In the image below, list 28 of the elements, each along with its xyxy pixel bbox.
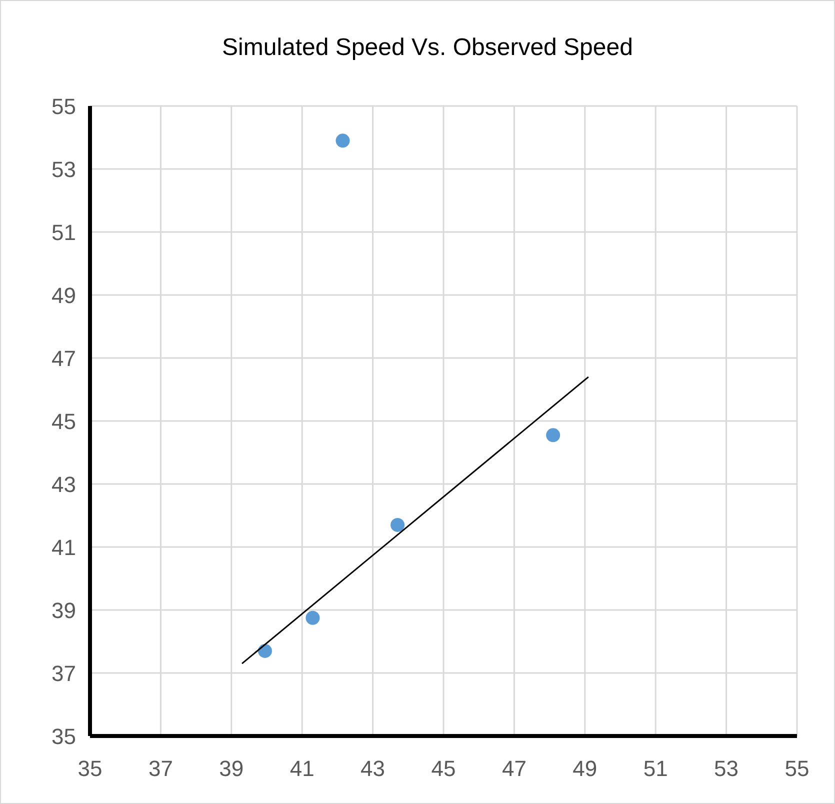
y-tick-label: 53 (52, 157, 76, 182)
y-tick-label: 39 (52, 598, 76, 623)
point (336, 134, 350, 148)
y-tick-label: 49 (52, 283, 76, 308)
x-tick-label: 37 (148, 756, 173, 781)
y-tick-label: 37 (52, 661, 76, 686)
x-tick-label: 51 (643, 756, 668, 781)
x-tick-label: 41 (290, 756, 314, 781)
x-tick-label: 53 (714, 756, 739, 781)
y-tick-label: 35 (52, 724, 76, 749)
y-tick-label: 47 (52, 346, 76, 371)
y-tick-label: 45 (52, 409, 76, 434)
y-tick-label: 41 (52, 535, 76, 560)
y-tick-label: 43 (52, 472, 76, 497)
point (258, 644, 272, 658)
point (306, 610, 320, 625)
y-tick-label: 51 (52, 220, 76, 245)
chart-title: Simulated Speed Vs. Observed Speed (222, 34, 633, 61)
x-tick-label: 45 (431, 756, 456, 781)
x-tick-label: 47 (502, 756, 526, 781)
point (390, 518, 405, 532)
y-tick-label: 55 (52, 94, 76, 119)
point (546, 428, 560, 442)
x-tick-label: 43 (360, 756, 386, 781)
x-tick-label: 55 (784, 756, 810, 781)
x-tick-label: 39 (219, 756, 244, 781)
x-tick-label: 35 (78, 756, 102, 781)
x-tick-label: 49 (572, 756, 598, 781)
